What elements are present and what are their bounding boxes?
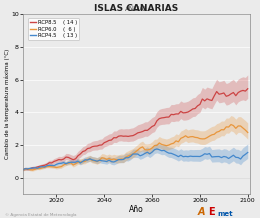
Text: © Agencia Estatal de Meteorología: © Agencia Estatal de Meteorología: [5, 213, 77, 217]
Title: ISLAS CANARIAS: ISLAS CANARIAS: [94, 4, 179, 13]
Text: A: A: [198, 207, 205, 217]
Text: ANUAL: ANUAL: [125, 6, 148, 12]
Text: met: met: [217, 211, 233, 217]
Y-axis label: Cambio de la temperatura máxima (°C): Cambio de la temperatura máxima (°C): [4, 49, 10, 159]
Legend: RCP8.5    ( 14 ), RCP6.0    (  6 ), RCP4.5    ( 13 ): RCP8.5 ( 14 ), RCP6.0 ( 6 ), RCP4.5 ( 13…: [28, 18, 79, 40]
Text: E: E: [208, 207, 214, 217]
X-axis label: Año: Año: [129, 205, 144, 214]
